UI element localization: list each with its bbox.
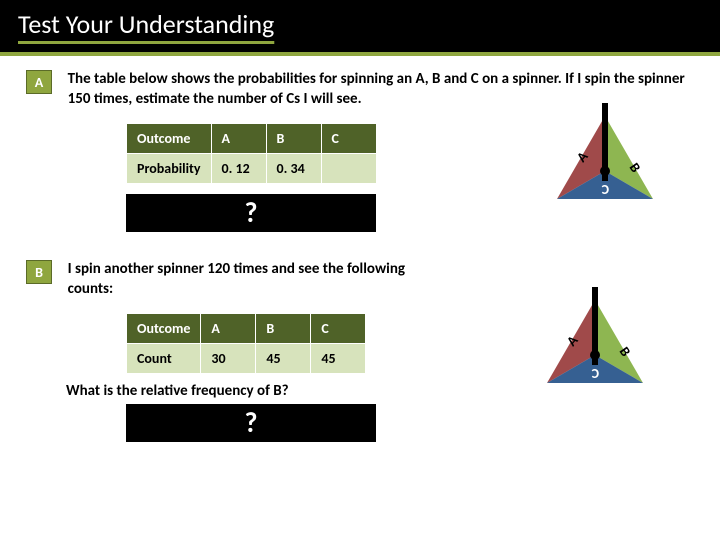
- table-b-rowlabel: Count: [127, 344, 201, 374]
- table-a-v2: [321, 154, 376, 184]
- table-b: Outcome A B C Count 30 45 45: [126, 313, 366, 374]
- spinner-b-hub: [590, 350, 600, 360]
- table-a-v1: 0. 34: [266, 154, 321, 184]
- spinner-b: A B C: [510, 280, 680, 420]
- table-b-v0: 30: [201, 344, 256, 374]
- table-b-v1: 45: [256, 344, 311, 374]
- table-a-h3: C: [321, 124, 376, 154]
- spinner-a-label-c: C: [601, 181, 609, 198]
- spinner-b-label-c: C: [591, 365, 599, 382]
- table-a-h2: B: [266, 124, 321, 154]
- section-a: A The table below shows the probabilitie…: [0, 56, 720, 240]
- table-a: Outcome A B C Probability 0. 12 0. 34: [126, 123, 377, 184]
- spinner-a: A B C: [520, 96, 690, 236]
- spinner-a-hub: [600, 166, 610, 176]
- table-a-h1: A: [211, 124, 266, 154]
- table-b-h3: C: [311, 314, 366, 344]
- question-b: I spin another spinner 120 times and see…: [68, 260, 448, 299]
- badge-b: B: [26, 260, 52, 284]
- table-a-rowlabel: Probability: [127, 154, 212, 184]
- table-a-v0: 0. 12: [211, 154, 266, 184]
- reveal-b[interactable]: ?: [126, 404, 376, 442]
- page-title: Test Your Understanding: [0, 0, 720, 40]
- section-b: B I spin another spinner 120 times and s…: [0, 240, 720, 450]
- header-bar: Test Your Understanding: [0, 0, 720, 56]
- table-b-h2: B: [256, 314, 311, 344]
- table-a-h0: Outcome: [127, 124, 212, 154]
- table-b-v2: 45: [311, 344, 366, 374]
- reveal-a[interactable]: ?: [126, 194, 376, 232]
- table-b-h0: Outcome: [127, 314, 201, 344]
- table-b-h1: A: [201, 314, 256, 344]
- badge-a: A: [26, 70, 52, 94]
